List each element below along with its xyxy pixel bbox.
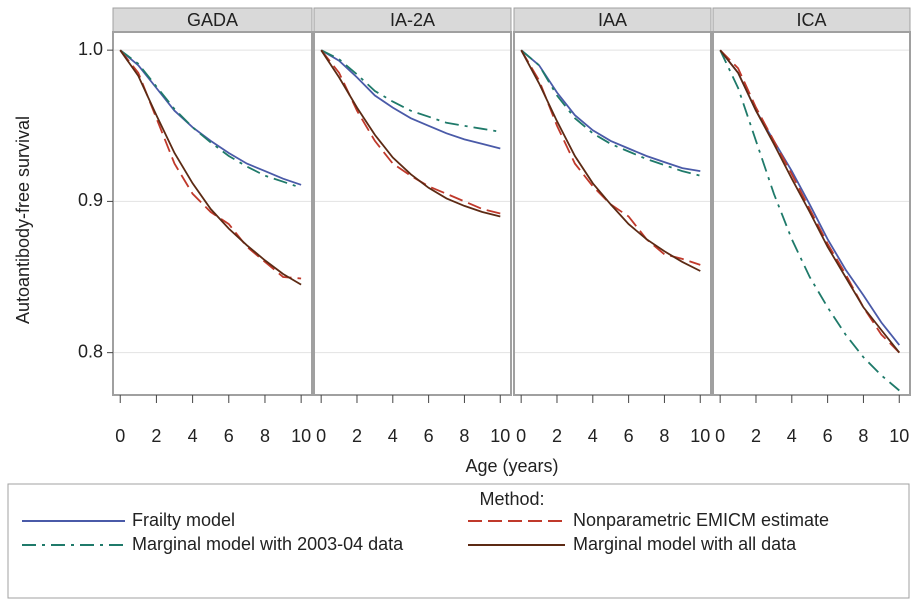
x-tick-label: 10: [291, 426, 311, 446]
series-line: [520, 49, 701, 172]
x-tick-label: 4: [787, 426, 797, 446]
series-line: [119, 49, 302, 186]
x-tick-label: 8: [659, 426, 669, 446]
y-tick-label: 1.0: [78, 39, 103, 59]
panel-bg: [313, 31, 512, 396]
series-line: [719, 49, 900, 392]
x-tick-label: 8: [260, 426, 270, 446]
y-axis-label: Autoantibody-free survival: [13, 116, 33, 324]
series-line: [719, 49, 901, 354]
legend-label: Frailty model: [132, 510, 235, 530]
series-line: [119, 49, 302, 189]
x-tick-label: 2: [151, 426, 161, 446]
series-line: [320, 49, 501, 218]
x-tick-label: 0: [316, 426, 326, 446]
series-line: [520, 49, 701, 272]
series-line: [520, 49, 701, 177]
legend-box: [7, 483, 910, 599]
series-line: [320, 49, 501, 215]
series-line: [320, 49, 501, 150]
x-tick-label: 6: [424, 426, 434, 446]
panel-strip: [513, 7, 712, 33]
panel-strip: [313, 7, 512, 33]
x-tick-label: 8: [858, 426, 868, 446]
x-tick-label: 8: [459, 426, 469, 446]
x-tick-label: 4: [588, 426, 598, 446]
x-tick-label: 0: [715, 426, 725, 446]
x-axis-label: Age (years): [465, 456, 558, 476]
x-tick-label: 2: [751, 426, 761, 446]
series-line: [719, 49, 900, 354]
x-tick-label: 0: [115, 426, 125, 446]
y-tick-label: 0.9: [78, 190, 103, 210]
x-tick-label: 10: [889, 426, 909, 446]
panel-title: IA-2A: [390, 10, 435, 30]
legend-label: Marginal model with all data: [573, 534, 797, 554]
x-tick-label: 6: [823, 426, 833, 446]
panel-title: ICA: [796, 10, 826, 30]
panel-title: IAA: [598, 10, 627, 30]
x-tick-label: 6: [624, 426, 634, 446]
series-line: [320, 49, 501, 133]
legend-title: Method:: [479, 489, 544, 509]
x-tick-label: 4: [388, 426, 398, 446]
legend-label: Nonparametric EMICM estimate: [573, 510, 829, 530]
legend-label: Marginal model with 2003-04 data: [132, 534, 404, 554]
panel-strip: [112, 7, 313, 33]
panel-bg: [513, 31, 712, 396]
x-tick-label: 6: [224, 426, 234, 446]
x-tick-label: 0: [516, 426, 526, 446]
x-tick-label: 2: [552, 426, 562, 446]
x-tick-label: 10: [490, 426, 510, 446]
panel-title: GADA: [187, 10, 238, 30]
x-tick-label: 10: [690, 426, 710, 446]
series-line: [119, 49, 302, 286]
x-tick-label: 4: [188, 426, 198, 446]
x-tick-label: 2: [352, 426, 362, 446]
y-tick-label: 0.8: [78, 341, 103, 361]
